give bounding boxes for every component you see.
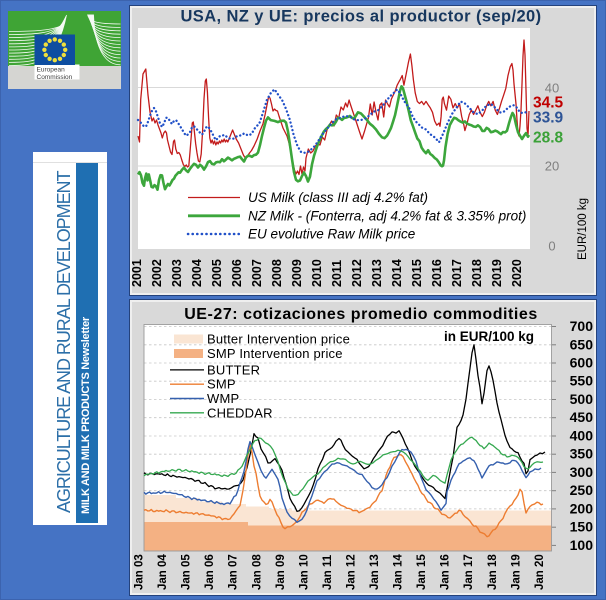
- svg-text:2016: 2016: [430, 259, 444, 287]
- svg-text:150: 150: [570, 519, 594, 535]
- svg-text:2014: 2014: [390, 259, 404, 287]
- svg-text:USA, NZ y UE: precios al produ: USA, NZ y UE: precios al productor (sep/…: [180, 8, 541, 26]
- svg-text:2015: 2015: [410, 259, 424, 287]
- svg-text:2020: 2020: [510, 259, 524, 287]
- svg-text:Commission: Commission: [37, 74, 73, 81]
- svg-text:0: 0: [548, 239, 555, 254]
- svg-text:BUTTER: BUTTER: [207, 362, 260, 377]
- svg-text:100: 100: [570, 537, 594, 553]
- svg-text:2001: 2001: [130, 259, 144, 287]
- svg-text:Jan 17: Jan 17: [463, 554, 475, 590]
- svg-text:33.9: 33.9: [533, 110, 564, 127]
- svg-text:Jan 10: Jan 10: [298, 554, 310, 590]
- svg-text:EU evolutive Raw Milk price: EU evolutive Raw Milk price: [248, 227, 415, 242]
- svg-text:2002: 2002: [150, 259, 164, 287]
- svg-text:2004: 2004: [190, 259, 204, 287]
- svg-text:500: 500: [570, 391, 594, 407]
- svg-text:40: 40: [545, 81, 559, 96]
- svg-text:Jan 07: Jan 07: [228, 554, 240, 590]
- svg-text:Jan 04: Jan 04: [157, 554, 169, 590]
- svg-text:700: 700: [570, 318, 594, 334]
- svg-text:2003: 2003: [170, 259, 184, 287]
- svg-text:2007: 2007: [250, 259, 264, 287]
- svg-text:550: 550: [570, 373, 594, 389]
- svg-text:Jan 06: Jan 06: [204, 554, 216, 590]
- svg-text:Jan 18: Jan 18: [487, 554, 499, 590]
- svg-text:2012: 2012: [350, 259, 364, 287]
- svg-text:250: 250: [570, 482, 594, 498]
- svg-text:2018: 2018: [470, 259, 484, 287]
- svg-text:MILK AND MILK PRODUCTS Newslet: MILK AND MILK PRODUCTS Newsletter: [80, 316, 92, 514]
- svg-text:350: 350: [570, 446, 594, 462]
- svg-text:Jan 20: Jan 20: [534, 554, 546, 590]
- svg-text:NZ Milk - (Fonterra, adj 4.2%: NZ Milk - (Fonterra, adj 4.2% fat & 3.35…: [248, 208, 526, 223]
- svg-text:Jan 05: Jan 05: [181, 554, 193, 590]
- svg-text:SMP Intervention price: SMP Intervention price: [207, 346, 343, 361]
- svg-text:450: 450: [570, 409, 594, 425]
- svg-text:2011: 2011: [330, 260, 344, 287]
- svg-text:2008: 2008: [270, 259, 284, 287]
- svg-text:Jan 11: Jan 11: [322, 554, 334, 590]
- svg-text:Jan 14: Jan 14: [393, 554, 405, 590]
- svg-text:28.8: 28.8: [533, 130, 564, 147]
- svg-text:2009: 2009: [290, 259, 304, 287]
- svg-text:EUR/100 kg: EUR/100 kg: [577, 198, 589, 260]
- svg-text:UE-27: cotizaciones promedio c: UE-27: cotizaciones promedio commodities: [184, 306, 538, 323]
- svg-text:200: 200: [570, 500, 594, 516]
- svg-text:2006: 2006: [230, 259, 244, 287]
- svg-text:Jan 03: Jan 03: [134, 554, 146, 590]
- svg-text:Jan 13: Jan 13: [369, 554, 381, 590]
- svg-text:Jan 08: Jan 08: [251, 554, 263, 590]
- svg-text:in EUR/100 kg: in EUR/100 kg: [444, 329, 534, 344]
- svg-text:600: 600: [570, 355, 594, 371]
- svg-text:AGRICULTURE AND RURAL DEVELOPM: AGRICULTURE AND RURAL DEVELOPMENT: [54, 170, 74, 512]
- svg-text:650: 650: [570, 336, 594, 352]
- svg-text:SMP: SMP: [207, 377, 236, 392]
- svg-text:2013: 2013: [370, 259, 384, 287]
- svg-text:2019: 2019: [490, 259, 504, 287]
- svg-text:WMP: WMP: [207, 391, 239, 406]
- svg-text:Butter Intervention price: Butter Intervention price: [207, 332, 350, 347]
- svg-text:34.5: 34.5: [533, 95, 564, 112]
- svg-text:Jan 12: Jan 12: [345, 554, 357, 590]
- svg-text:European: European: [37, 67, 66, 74]
- svg-text:300: 300: [570, 464, 594, 480]
- svg-text:Jan 09: Jan 09: [275, 554, 287, 590]
- svg-text:CHEDDAR: CHEDDAR: [207, 405, 273, 420]
- svg-text:Jan 16: Jan 16: [440, 554, 452, 590]
- svg-text:2010: 2010: [310, 259, 324, 287]
- svg-text:Jan 15: Jan 15: [416, 554, 428, 590]
- svg-text:US Milk (class III adj 4.2% fa: US Milk (class III adj 4.2% fat): [248, 190, 428, 205]
- svg-text:Jan 19: Jan 19: [510, 554, 522, 590]
- svg-text:2017: 2017: [450, 259, 464, 287]
- svg-text:20: 20: [545, 159, 559, 174]
- svg-text:400: 400: [570, 428, 594, 444]
- svg-text:2005: 2005: [210, 259, 224, 287]
